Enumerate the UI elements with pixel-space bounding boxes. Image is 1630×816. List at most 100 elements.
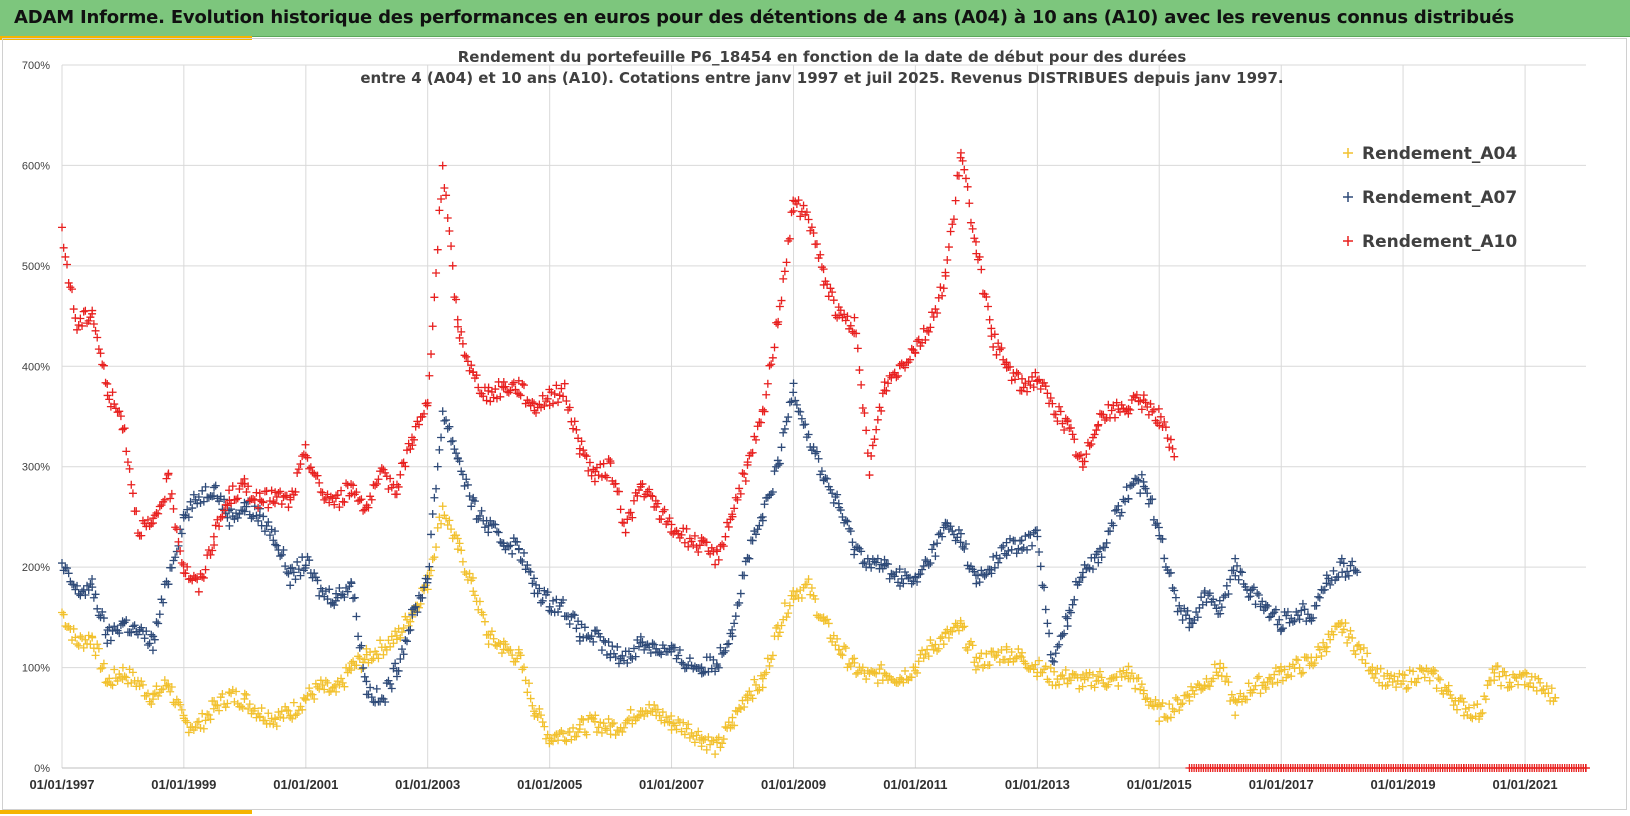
point-Rendement_A10: [816, 250, 825, 259]
point-Rendement_A10: [677, 530, 686, 539]
point-Rendement_A07: [760, 500, 769, 509]
point-Rendement_A04: [682, 724, 691, 733]
point-Rendement_A04: [655, 711, 664, 720]
point-zero: [1582, 764, 1590, 772]
point-Rendement_A04: [1465, 703, 1473, 712]
point-Rendement_A10: [437, 194, 446, 203]
point-Rendement_A04: [1348, 633, 1357, 642]
point-Rendement_A10: [518, 379, 527, 388]
point-Rendement_A04: [802, 580, 811, 589]
point-Rendement_A04: [599, 719, 608, 728]
point-Rendement_A07: [1282, 611, 1291, 620]
point-Rendement_A04: [1050, 667, 1059, 676]
point-Rendement_A10: [901, 363, 910, 372]
point-Rendement_A07: [545, 602, 554, 611]
point-Rendement_A04: [486, 630, 495, 639]
point-Rendement_A10: [804, 215, 813, 224]
point-Rendement_A07: [880, 561, 889, 570]
point-Rendement_A10: [743, 458, 752, 467]
point-Rendement_A07: [1324, 574, 1333, 583]
point-Rendement_A10: [347, 489, 356, 498]
point-Rendement_A04: [702, 745, 711, 754]
point-Rendement_A10: [392, 490, 401, 499]
point-Rendement_A07: [758, 516, 767, 525]
point-Rendement_A07: [1285, 618, 1294, 627]
point-Rendement_A07: [150, 635, 159, 644]
point-Rendement_A07: [423, 574, 432, 583]
point-Rendement_A04: [1035, 656, 1044, 665]
point-Rendement_A04: [1481, 695, 1490, 704]
point-Rendement_A10: [1137, 405, 1146, 414]
point-Rendement_A10: [381, 468, 390, 477]
point-Rendement_A07: [956, 538, 965, 547]
point-Rendement_A07: [918, 565, 927, 574]
series-zero-line: [1185, 764, 1590, 772]
point-Rendement_A04: [706, 740, 715, 749]
point-Rendement_A04: [1122, 668, 1131, 677]
point-Rendement_A10: [1060, 426, 1069, 435]
point-Rendement_A04: [323, 678, 332, 687]
point-Rendement_A07: [381, 697, 390, 706]
point-Rendement_A07: [695, 664, 704, 673]
point-Rendement_A07: [989, 552, 998, 561]
point-Rendement_A10: [1129, 391, 1138, 400]
point-Rendement_A04: [1463, 711, 1472, 720]
point-Rendement_A04: [503, 645, 512, 654]
point-Rendement_A10: [277, 500, 286, 509]
point-Rendement_A04: [1502, 671, 1511, 680]
point-Rendement_A10: [326, 492, 335, 501]
point-Rendement_A07: [1036, 562, 1045, 571]
point-Rendement_A07: [1046, 650, 1055, 659]
point-Rendement_A10: [377, 464, 386, 473]
point-Rendement_A04: [624, 714, 633, 723]
point-Rendement_A07: [1090, 553, 1099, 562]
point-Rendement_A10: [401, 462, 410, 471]
point-Rendement_A10: [408, 441, 417, 450]
point-Rendement_A04: [1193, 680, 1202, 689]
point-Rendement_A10: [750, 432, 759, 441]
point-Rendement_A04: [357, 665, 366, 674]
x-axis: 01/01/1997 01/01/1999 01/01/2001 01/01/2003…: [29, 777, 1557, 792]
point-Rendement_A04: [1021, 659, 1030, 668]
point-Rendement_A04: [443, 520, 452, 529]
point-Rendement_A04: [1346, 626, 1355, 635]
point-Rendement_A10: [428, 322, 437, 331]
point-Rendement_A07: [110, 622, 119, 631]
point-Rendement_A04: [181, 716, 190, 725]
point-Rendement_A10: [93, 333, 102, 342]
point-Rendement_A07: [1007, 545, 1016, 554]
point-Rendement_A07: [1137, 470, 1146, 479]
point-Rendement_A07: [549, 596, 558, 605]
point-Rendement_A07: [838, 512, 847, 521]
point-Rendement_A07: [1233, 561, 1241, 570]
point-Rendement_A10: [404, 439, 413, 448]
point-Rendement_A07: [748, 536, 757, 545]
point-Rendement_A04: [836, 650, 845, 659]
point-Rendement_A07: [973, 571, 982, 580]
point-Rendement_A07: [1035, 547, 1044, 556]
point-Rendement_A10: [492, 394, 501, 403]
point-Rendement_A04: [577, 714, 586, 723]
point-Rendement_A07: [953, 533, 962, 542]
point-Rendement_A07: [1263, 602, 1272, 611]
point-Rendement_A04: [728, 713, 737, 722]
point-Rendement_A04: [653, 705, 662, 714]
point-Rendement_A10: [987, 324, 996, 333]
grid: [61, 64, 1586, 769]
point-Rendement_A04: [1219, 663, 1228, 672]
point-Rendement_A07: [211, 481, 220, 490]
point-Rendement_A04: [1137, 680, 1146, 689]
point-Rendement_A10: [629, 496, 638, 505]
point-Rendement_A10: [68, 285, 77, 294]
point-Rendement_A07: [1078, 568, 1087, 577]
point-Rendement_A04: [1271, 664, 1280, 673]
point-Rendement_A04: [345, 664, 354, 673]
point-Rendement_A04: [318, 680, 327, 689]
point-Rendement_A07: [1127, 481, 1136, 490]
point-Rendement_A07: [519, 548, 528, 557]
point-Rendement_A04: [662, 713, 671, 722]
point-Rendement_A07: [848, 538, 857, 547]
point-Rendement_A04: [1285, 662, 1294, 671]
point-Rendement_A07: [841, 516, 850, 525]
point-Rendement_A10: [684, 542, 693, 551]
